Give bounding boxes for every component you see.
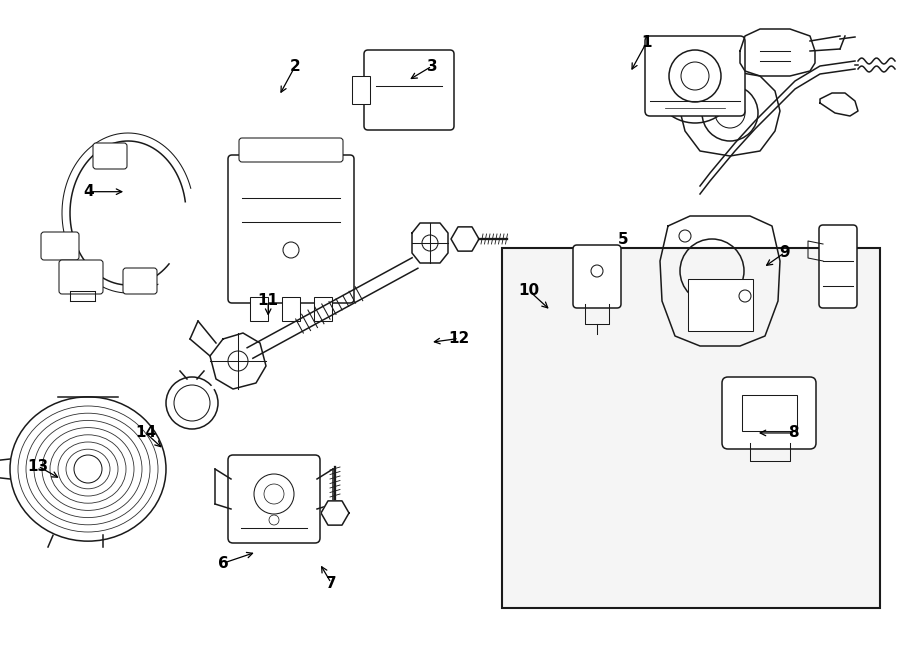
Bar bbox=[502, 248, 880, 608]
FancyBboxPatch shape bbox=[239, 138, 343, 162]
Bar bbox=[742, 395, 797, 431]
Bar bbox=[250, 297, 268, 321]
FancyBboxPatch shape bbox=[41, 232, 79, 260]
Text: 7: 7 bbox=[326, 576, 337, 590]
Text: 3: 3 bbox=[427, 59, 437, 73]
FancyBboxPatch shape bbox=[573, 245, 621, 308]
Text: 6: 6 bbox=[218, 556, 229, 570]
Bar bbox=[314, 297, 332, 321]
Text: 13: 13 bbox=[27, 459, 49, 473]
Text: 2: 2 bbox=[290, 59, 301, 73]
Text: 9: 9 bbox=[779, 245, 790, 260]
FancyBboxPatch shape bbox=[722, 377, 816, 449]
Text: 14: 14 bbox=[135, 426, 157, 440]
Bar bbox=[688, 279, 753, 331]
Text: 8: 8 bbox=[788, 426, 799, 440]
Bar bbox=[352, 75, 370, 104]
Text: 4: 4 bbox=[83, 184, 94, 199]
Polygon shape bbox=[451, 227, 479, 251]
Text: 12: 12 bbox=[448, 331, 470, 346]
FancyBboxPatch shape bbox=[645, 36, 745, 116]
FancyBboxPatch shape bbox=[364, 50, 454, 130]
FancyBboxPatch shape bbox=[123, 268, 157, 294]
FancyBboxPatch shape bbox=[59, 260, 103, 294]
FancyBboxPatch shape bbox=[93, 143, 127, 169]
Bar bbox=[282, 297, 300, 321]
Text: 1: 1 bbox=[641, 36, 652, 50]
FancyBboxPatch shape bbox=[819, 225, 857, 308]
Polygon shape bbox=[321, 501, 349, 525]
FancyBboxPatch shape bbox=[228, 455, 320, 543]
Text: 10: 10 bbox=[518, 284, 540, 298]
FancyBboxPatch shape bbox=[228, 155, 354, 303]
Text: 11: 11 bbox=[257, 293, 279, 308]
Text: 5: 5 bbox=[617, 232, 628, 247]
